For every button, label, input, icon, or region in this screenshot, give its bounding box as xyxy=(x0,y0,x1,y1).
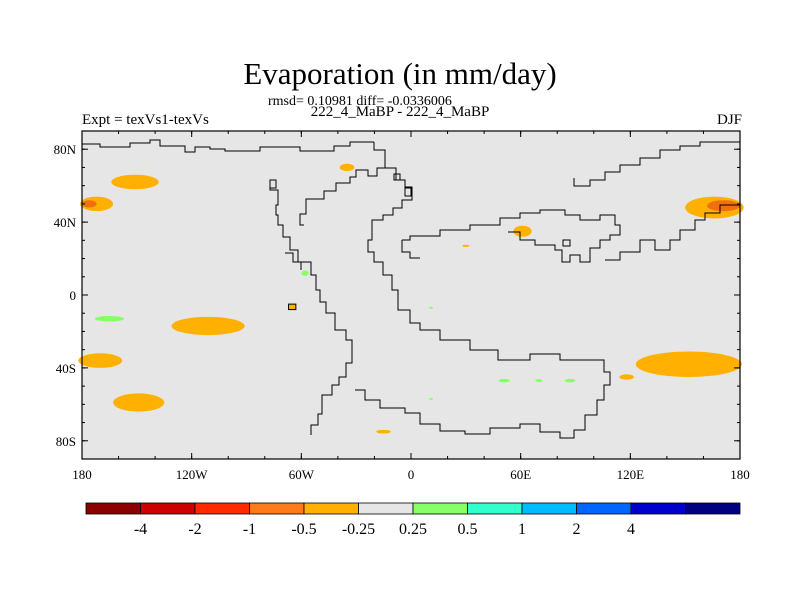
y-tick-label: 80N xyxy=(54,142,77,157)
x-tick-label: 180 xyxy=(730,467,750,482)
stats-text: rmsd= 0.10981 diff= -0.0336006 xyxy=(268,94,452,109)
coastline xyxy=(573,141,740,187)
colorbar-swatch xyxy=(521,502,577,515)
coastline xyxy=(269,180,353,435)
anomaly-patch xyxy=(113,393,165,412)
coastline xyxy=(285,252,302,270)
x-tick-label: 60E xyxy=(510,467,531,482)
anomaly-patch xyxy=(635,351,742,377)
chart-subtitle: 222_4_MaBP - 222_4_MaBP xyxy=(310,104,490,120)
anomaly-patch xyxy=(707,200,740,212)
anomaly-patch xyxy=(429,306,433,309)
anomaly-patch xyxy=(376,429,391,434)
colorbar-label: -1 xyxy=(243,521,256,538)
map-background xyxy=(82,131,740,459)
colorbar-label: -0.5 xyxy=(291,521,316,538)
coastline xyxy=(404,187,412,197)
coastline xyxy=(562,239,571,247)
y-tick-label: 80S xyxy=(56,434,76,449)
y-axis: 80N 40N 0 40S 80S xyxy=(54,130,740,460)
anomaly-patch xyxy=(462,244,470,247)
anomaly-patch xyxy=(111,174,159,190)
coastline xyxy=(269,179,277,189)
anomaly-patch xyxy=(80,196,114,212)
grid-cell-patch xyxy=(288,303,297,311)
anomaly-patch xyxy=(619,374,634,380)
anomaly-patch xyxy=(82,200,97,208)
season-label: DJF xyxy=(716,112,742,128)
anomaly-layer xyxy=(78,163,744,434)
colorbar-swatch xyxy=(630,502,686,515)
x-tick-label: 180 xyxy=(72,467,92,482)
colorbar-swatch xyxy=(249,502,305,515)
x-tick-label: 120E xyxy=(617,467,645,482)
colorbar-swatch xyxy=(358,502,414,515)
colorbar-label: 0.25 xyxy=(399,521,427,538)
coastline xyxy=(82,139,374,153)
colorbar-swatch xyxy=(412,502,468,515)
colorbar-swatch xyxy=(467,502,523,515)
coastline xyxy=(299,142,386,226)
colorbar-swatch xyxy=(685,502,741,515)
x-tick-label: 0 xyxy=(408,467,415,482)
colorbar-label: 4 xyxy=(627,521,635,538)
x-tick-label: 60W xyxy=(289,467,315,482)
anomaly-patch xyxy=(339,163,355,172)
colorbar-swatch xyxy=(85,502,141,515)
colorbar-swatch xyxy=(140,502,196,515)
colorbar-label: 1 xyxy=(518,521,526,538)
colorbar-label: 0.5 xyxy=(458,521,478,538)
coastline xyxy=(402,209,621,263)
colorbar-label: 2 xyxy=(573,521,581,538)
coastline xyxy=(605,204,740,261)
x-tick-label: 120W xyxy=(176,467,209,482)
anomaly-patch xyxy=(171,316,245,336)
y-tick-label: 40N xyxy=(54,215,77,230)
expt-label: Expt = texVs1-texVs xyxy=(82,112,209,128)
anomaly-patch xyxy=(564,378,576,383)
colorbar-swatch xyxy=(194,502,250,515)
y-tick-label: 40S xyxy=(56,361,76,376)
coastline xyxy=(401,240,420,259)
colorbar-label: -0.25 xyxy=(342,521,375,538)
colorbar-swatch xyxy=(303,502,359,515)
coastline xyxy=(393,173,401,181)
anomaly-patch xyxy=(513,225,532,237)
colorbar: -4 -2 -1 -0.5 -0.25 0.25 0.5 1 2 4 xyxy=(85,502,741,538)
anomaly-patch xyxy=(78,353,123,368)
colorbar-label: -4 xyxy=(134,521,147,538)
colorbar-label: -2 xyxy=(188,521,201,538)
coastline xyxy=(355,230,611,439)
colorbar-swatch xyxy=(576,502,632,515)
anomaly-patch xyxy=(94,315,125,322)
chart-title: Evaporation (in mm/day) xyxy=(243,56,557,91)
coastline-layer xyxy=(82,139,740,439)
y-tick-label: 0 xyxy=(70,288,77,303)
anomaly-patch xyxy=(498,378,510,383)
anomaly-patch xyxy=(301,270,309,276)
anomaly-patch xyxy=(429,397,433,400)
anomaly-patch xyxy=(535,379,543,383)
